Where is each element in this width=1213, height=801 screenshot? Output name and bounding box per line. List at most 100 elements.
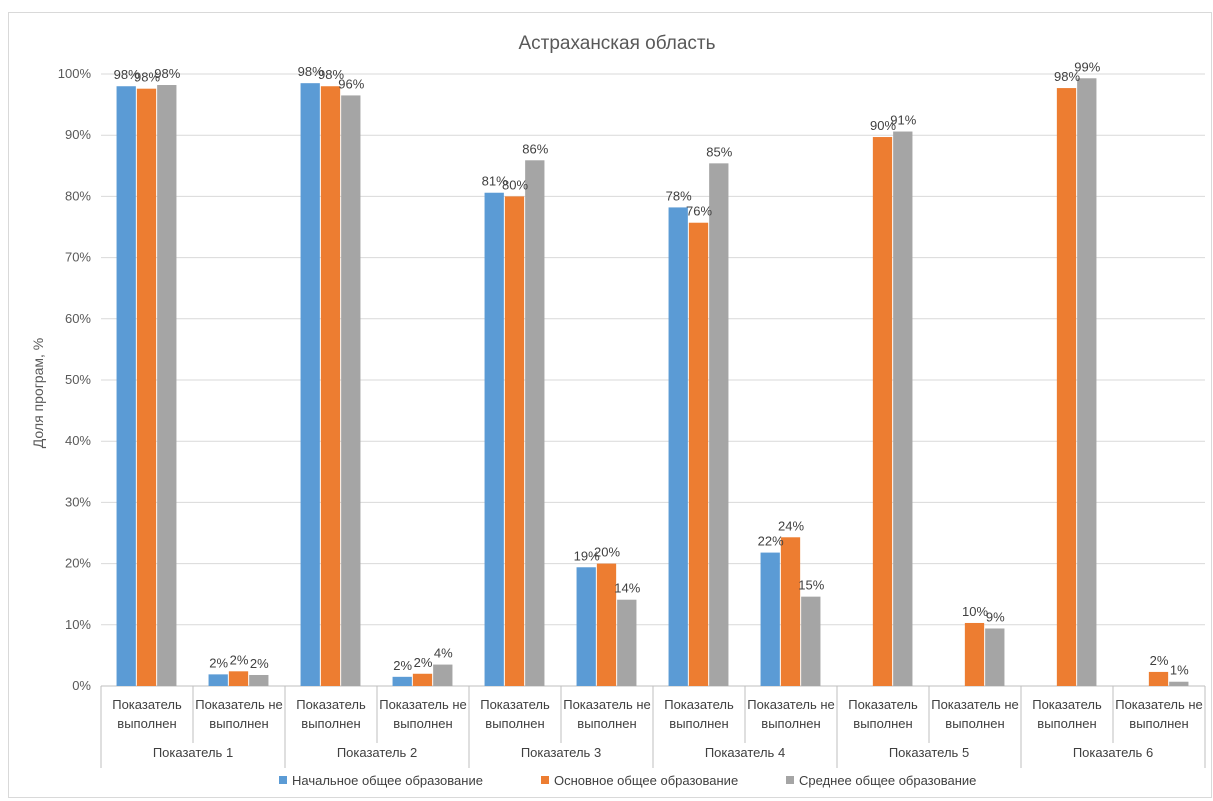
x-category-label: Показатель xyxy=(848,697,918,712)
data-label: 2% xyxy=(1150,653,1169,668)
data-label: 98% xyxy=(318,67,344,82)
x-category-label: Показатель xyxy=(480,697,550,712)
data-label: 80% xyxy=(502,177,528,192)
data-label: 78% xyxy=(666,188,692,203)
bar xyxy=(412,673,433,686)
data-label: 2% xyxy=(393,658,412,673)
x-category-label: выполнен xyxy=(853,716,912,731)
bars xyxy=(116,78,1189,687)
bar xyxy=(668,207,688,686)
bar xyxy=(688,222,709,686)
bar xyxy=(780,537,801,686)
data-label: 99% xyxy=(1074,59,1100,74)
data-label: 81% xyxy=(482,174,508,189)
x-category-label: Показатель не xyxy=(1115,697,1203,712)
data-label: 19% xyxy=(574,548,600,563)
legend-label: Среднее общее образование xyxy=(799,773,976,788)
data-label: 98% xyxy=(114,67,140,82)
y-tick-label: 0% xyxy=(72,678,91,693)
bar xyxy=(525,160,545,687)
legend-label: Начальное общее образование xyxy=(292,773,483,788)
data-label: 96% xyxy=(338,76,364,91)
x-category-label: Показатель не xyxy=(931,697,1019,712)
bar xyxy=(1148,671,1169,686)
data-label: 24% xyxy=(778,518,804,533)
gridlines: 0% 10% 20% 30% 40% 50% 60% 70% 80% 90% 100% xyxy=(58,66,1205,693)
data-label: 98% xyxy=(154,66,180,81)
x-axis: Показатель выполнен Показатель не выполнен П… xyxy=(100,686,1206,768)
y-tick-label: 10% xyxy=(65,617,91,632)
bar xyxy=(249,674,269,686)
bar xyxy=(596,563,617,686)
bar xyxy=(484,192,504,686)
bar xyxy=(136,88,157,687)
x-category-label: Показатель не xyxy=(379,697,467,712)
bar xyxy=(964,622,985,686)
x-category-label: выполнен xyxy=(301,716,360,731)
data-label: 22% xyxy=(758,534,784,549)
bar xyxy=(1169,681,1189,686)
legend-swatch xyxy=(279,776,287,784)
bar-chart: Астраханская область Доля програм, % 0% 1… xyxy=(30,33,1206,788)
data-label: 9% xyxy=(986,609,1005,624)
x-category-label: выполнен xyxy=(945,716,1004,731)
x-group-label: Показатель 1 xyxy=(153,745,233,760)
chart-title: Астраханская область xyxy=(518,33,715,54)
bar xyxy=(709,163,729,687)
y-axis-label: Доля програм, % xyxy=(30,338,46,448)
bar xyxy=(341,95,361,687)
data-label: 4% xyxy=(434,646,453,661)
x-category-label: выполнен xyxy=(1129,716,1188,731)
y-tick-label: 80% xyxy=(65,188,91,203)
chart-frame: Астраханская область Доля програм, % 0% 1… xyxy=(8,12,1212,798)
x-category-label: выполнен xyxy=(577,716,636,731)
y-tick-label: 100% xyxy=(58,66,92,81)
bar xyxy=(504,196,525,686)
x-category-label: выполнен xyxy=(393,716,452,731)
bar xyxy=(208,674,228,686)
data-label: 14% xyxy=(614,581,640,596)
x-group-label: Показатель 2 xyxy=(337,745,417,760)
x-category-label: выполнен xyxy=(209,716,268,731)
data-label: 20% xyxy=(594,545,620,560)
bar xyxy=(392,676,412,686)
bar xyxy=(1077,78,1097,686)
x-category-label: выполнен xyxy=(485,716,544,731)
x-category-label: выполнен xyxy=(761,716,820,731)
bar xyxy=(116,86,136,687)
data-label: 2% xyxy=(250,656,269,671)
bar xyxy=(760,552,780,686)
x-group-label: Показатель 4 xyxy=(705,745,785,760)
bar xyxy=(300,83,320,687)
data-label: 2% xyxy=(209,655,228,670)
y-tick-label: 70% xyxy=(65,250,91,265)
data-label: 2% xyxy=(414,655,433,670)
x-group-label: Показатель 3 xyxy=(521,745,601,760)
y-tick-label: 30% xyxy=(65,494,91,509)
bar xyxy=(872,137,893,686)
data-label: 98% xyxy=(134,70,160,85)
x-category-label: Показатель не xyxy=(747,697,835,712)
y-tick-label: 60% xyxy=(65,311,91,326)
x-category-label: выполнен xyxy=(117,716,176,731)
bar xyxy=(985,628,1005,686)
bar xyxy=(1056,88,1077,687)
x-group-label: Показатель 5 xyxy=(889,745,969,760)
x-category-label: Показатель xyxy=(112,697,182,712)
x-category-label: Показатель xyxy=(1032,697,1102,712)
data-label: 85% xyxy=(706,144,732,159)
data-label: 98% xyxy=(1054,69,1080,84)
y-tick-label: 90% xyxy=(65,127,91,142)
bar xyxy=(157,85,177,687)
x-category-label: Показатель xyxy=(296,697,366,712)
data-label: 76% xyxy=(686,204,712,219)
x-category-label: выполнен xyxy=(1037,716,1096,731)
data-label: 91% xyxy=(890,113,916,128)
legend-label: Основное общее образование xyxy=(554,773,738,788)
y-tick-label: 20% xyxy=(65,556,91,571)
x-category-label: выполнен xyxy=(669,716,728,731)
data-label: 98% xyxy=(298,64,324,79)
bar xyxy=(320,86,341,687)
data-label: 2% xyxy=(230,652,249,667)
data-label: 1% xyxy=(1170,663,1189,678)
